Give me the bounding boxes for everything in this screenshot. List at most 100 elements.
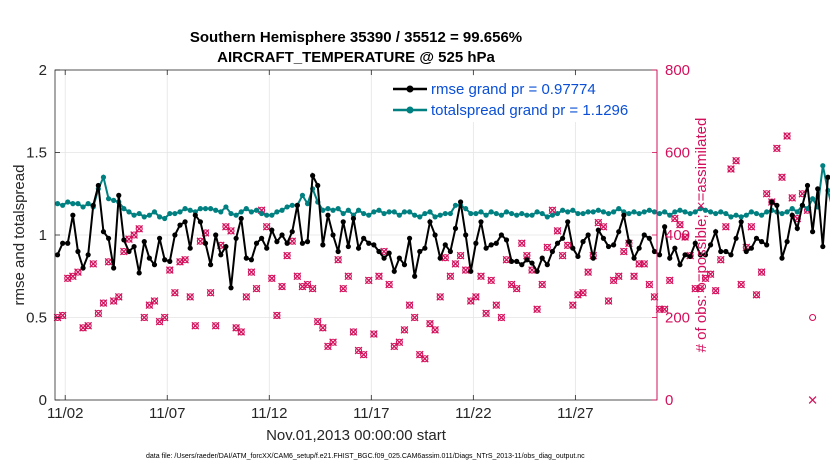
rmse-marker	[386, 250, 392, 256]
obs-assimilated-marker	[171, 288, 179, 297]
obs-possible-marker	[594, 219, 602, 227]
rmse-marker	[162, 257, 168, 263]
spread-marker	[713, 210, 719, 217]
obs-possible-marker	[615, 272, 623, 280]
spread-marker	[595, 207, 601, 213]
spread-marker	[156, 214, 163, 220]
obs-assimilated-marker	[232, 323, 240, 332]
obs-possible-marker	[752, 291, 761, 299]
obs-assimilated-marker	[441, 253, 450, 262]
spread-marker	[70, 201, 76, 207]
obs-assimilated-marker	[400, 326, 409, 334]
rmse-marker	[493, 240, 499, 246]
rmse-marker	[264, 245, 270, 251]
rmse-marker	[274, 239, 280, 245]
rmse-marker	[662, 224, 668, 230]
rmse-marker	[457, 199, 464, 205]
spread-marker	[437, 212, 443, 218]
x-tick-label: 11/17	[353, 405, 389, 422]
spread-marker	[264, 212, 270, 218]
rmse-marker	[269, 227, 275, 233]
obs-assimilated-marker	[395, 338, 404, 347]
obs-possible-marker	[635, 260, 643, 268]
rmse-marker	[361, 235, 367, 241]
rmse-marker	[442, 242, 448, 248]
spread-marker	[345, 207, 351, 213]
obs-possible-marker	[809, 313, 817, 322]
obs-possible-marker	[783, 132, 791, 140]
rmse-marker	[692, 240, 698, 246]
rmse-marker	[621, 212, 627, 218]
spread-marker	[131, 212, 137, 218]
spread-marker	[182, 206, 188, 212]
spread-marker	[687, 210, 693, 217]
spread-marker	[580, 210, 586, 217]
rmse-marker	[167, 258, 173, 264]
rmse-marker	[753, 235, 760, 241]
obs-assimilated-marker	[68, 272, 77, 281]
spread-marker	[539, 210, 545, 217]
rmse-marker	[636, 245, 642, 251]
spread-marker	[529, 212, 535, 218]
legend-marker-spread	[406, 106, 414, 114]
spread-marker	[60, 202, 66, 208]
spread-marker	[355, 207, 362, 213]
obs-assimilated-marker	[262, 222, 271, 231]
y-tick-label: 1	[39, 227, 47, 244]
obs-assimilated-marker	[563, 241, 572, 250]
obs-assimilated-marker	[120, 247, 128, 256]
obs-possible-marker	[334, 256, 342, 264]
obs-assimilated-marker	[222, 222, 230, 231]
obs-assimilated-marker	[74, 268, 82, 276]
obs-assimilated-marker	[676, 220, 684, 229]
rmse-marker	[697, 252, 703, 258]
rmse-marker	[616, 229, 622, 235]
rmse-marker	[723, 248, 729, 255]
obs-assimilated-marker	[538, 280, 547, 289]
spread-marker	[478, 209, 484, 215]
obs-assimilated-marker	[58, 311, 67, 320]
obs-assimilated-marker	[104, 257, 113, 266]
x-axis-label: Nov.01,2013 00:00:00 start	[266, 427, 447, 444]
spread-marker	[238, 209, 244, 215]
obs-possible-marker	[278, 283, 286, 291]
spread-marker	[804, 206, 811, 212]
spread-marker	[468, 210, 474, 217]
obs-possible-marker	[355, 346, 363, 355]
rmse-marker	[284, 240, 290, 246]
spread-marker	[575, 210, 581, 217]
rmse-marker	[406, 235, 413, 241]
obs-assimilated-marker	[640, 260, 649, 268]
obs-assimilated-marker	[278, 282, 286, 291]
obs-assimilated-marker	[548, 206, 557, 215]
obs-possible-marker	[237, 328, 245, 336]
obs-possible-marker	[99, 299, 108, 307]
rmse-marker	[611, 242, 617, 248]
obs-possible-marker	[196, 237, 204, 245]
obs-assimilated-marker	[293, 272, 302, 281]
obs-possible-marker	[599, 223, 607, 231]
rmse-marker	[136, 270, 142, 276]
obs-possible-marker	[191, 322, 199, 330]
obs-possible-marker	[431, 326, 439, 334]
obs-assimilated-marker	[461, 266, 470, 274]
obs-assimilated-marker	[89, 260, 98, 268]
spread-marker	[54, 201, 61, 207]
rmse-marker	[810, 229, 816, 235]
obs-possible-marker	[472, 293, 480, 301]
obs-possible-marker	[232, 324, 240, 332]
obs-assimilated-marker	[150, 297, 159, 305]
rmse-marker	[733, 235, 739, 241]
spread-marker	[141, 214, 147, 220]
obs-assimilated-marker	[334, 255, 343, 264]
spread-marker	[718, 209, 724, 215]
rmse-marker	[605, 243, 612, 250]
spread-marker	[299, 192, 306, 198]
rmse-marker	[789, 212, 795, 218]
obs-possible-marker	[559, 252, 567, 260]
obs-assimilated-marker	[130, 231, 138, 239]
spread-marker	[651, 209, 658, 215]
obs-possible-marker	[492, 301, 500, 309]
obs-possible-marker	[344, 272, 352, 280]
